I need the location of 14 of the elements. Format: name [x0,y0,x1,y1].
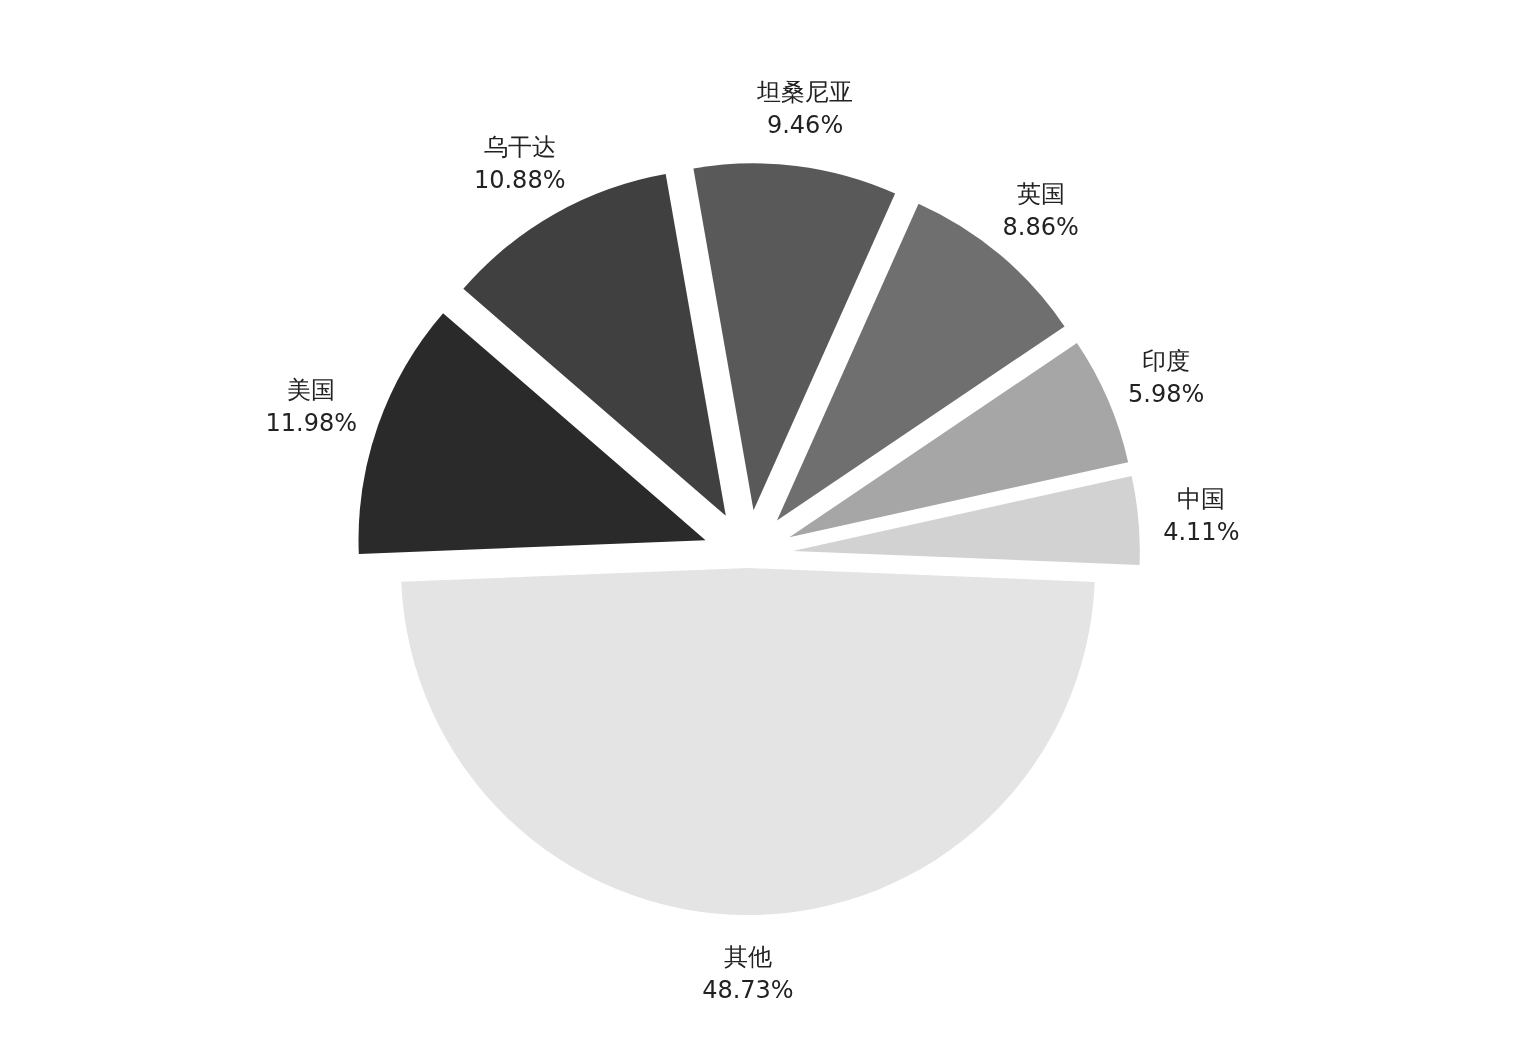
data-label: 10.88% [473,166,566,195]
data-label: 11.98% [265,409,357,438]
slice-label: 印度 [1142,347,1191,376]
data-label: 4.11% [1163,517,1240,546]
data-label: 48.73% [702,975,794,1004]
data-label: 9.46% [766,111,844,140]
slice-label: 美国 [287,376,336,405]
slice-label: 乌干达 [483,133,556,162]
slice-label: 其他 [723,942,772,971]
slice-label: 英国 [1016,180,1065,209]
data-label: 5.98% [1128,380,1205,409]
data-label: 8.86% [1002,213,1079,242]
slice-label: 中国 [1177,484,1226,513]
slice-label: 坦桑尼亚 [756,78,854,107]
